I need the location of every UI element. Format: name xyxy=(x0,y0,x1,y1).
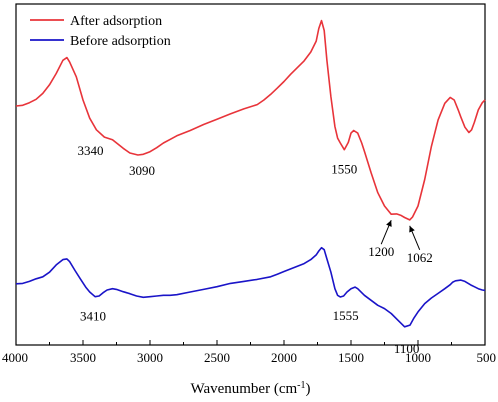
x-tick-label: 3000 xyxy=(137,350,163,365)
annotation-layer: 3340 3090 1550 1200 1062 3410 1555 1100 xyxy=(77,143,432,356)
plot-frame xyxy=(15,3,486,346)
annotation-arrowhead xyxy=(386,220,392,227)
legend-label: After adsorption xyxy=(70,14,162,29)
plot-area-border xyxy=(15,3,486,346)
series-layer xyxy=(15,19,486,328)
peak-label-3410: 3410 xyxy=(80,309,106,324)
x-ticks: 4000 3500 3000 2500 2000 1500 1000 500 xyxy=(2,340,496,365)
annotation-arrowhead xyxy=(409,225,415,233)
peak-label-1555: 1555 xyxy=(333,308,359,323)
x-axis-title-main: Wavenumber (cm xyxy=(190,381,297,397)
series-line-before-adsorption xyxy=(15,246,486,328)
peak-label-1062: 1062 xyxy=(407,250,433,265)
x-axis-title: Wavenumber (cm-1) xyxy=(190,380,310,398)
x-tick-label: 1500 xyxy=(338,350,364,365)
x-tick-label: 3500 xyxy=(70,350,96,365)
x-tick-label: 4000 xyxy=(2,350,28,365)
x-tick-label: 1000 xyxy=(405,350,431,365)
x-axis-title-end: ) xyxy=(306,381,311,397)
peak-label-1200: 1200 xyxy=(368,244,394,259)
x-tick-label: 2500 xyxy=(204,350,230,365)
legend: After adsorption Before adsorption xyxy=(30,14,171,49)
peak-label-1550: 1550 xyxy=(331,162,357,177)
x-tick-label: 2000 xyxy=(271,350,297,365)
legend-label: Before adsorption xyxy=(70,34,171,49)
peak-label-3090: 3090 xyxy=(129,163,155,178)
series-line-after-adsorption xyxy=(15,19,486,221)
x-axis-title-sup: -1 xyxy=(297,380,305,391)
peak-label-1100: 1100 xyxy=(394,341,420,356)
x-tick-label: 500 xyxy=(477,350,497,365)
peak-label-3340: 3340 xyxy=(77,143,103,158)
